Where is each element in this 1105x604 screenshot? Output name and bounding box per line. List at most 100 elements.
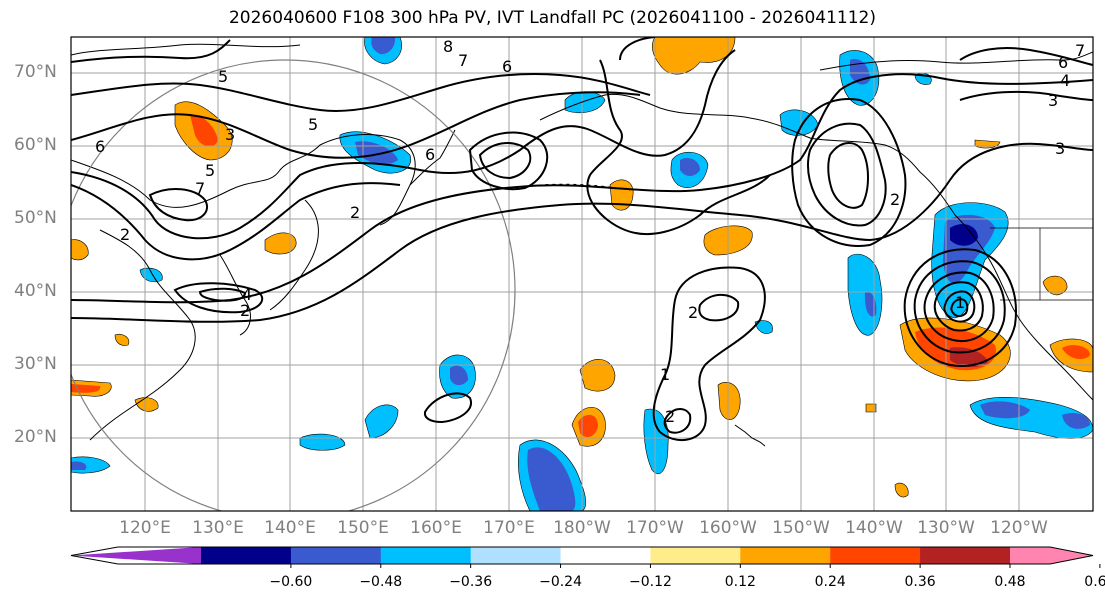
lat-label: 20°N xyxy=(14,427,57,447)
contour-line xyxy=(827,142,869,209)
anomaly-positive xyxy=(651,37,736,75)
coast-north-america xyxy=(954,214,1093,401)
anomaly-negative-core xyxy=(527,447,576,511)
anomaly-negative xyxy=(643,408,669,475)
map-title: 2026040600 F108 300 hPa PV, IVT Landfall… xyxy=(228,8,876,28)
contour-line xyxy=(663,408,692,434)
lon-label: 170°E xyxy=(483,518,535,538)
graticule xyxy=(71,37,1093,511)
lon-label: 140°W xyxy=(845,518,903,538)
colorbar-tick-label: −0.12 xyxy=(628,574,672,590)
contour-label: 6 xyxy=(502,57,512,76)
contour-label: 2 xyxy=(688,303,698,322)
contour-label: 3 xyxy=(225,125,235,144)
lon-label: 170°W xyxy=(626,518,684,538)
anomaly-positive xyxy=(114,333,130,346)
contour-line xyxy=(806,122,887,227)
contour-line xyxy=(923,271,995,342)
contour-line xyxy=(173,282,264,314)
coast-china xyxy=(89,229,196,441)
contour-label: 2 xyxy=(240,301,250,320)
border-us xyxy=(990,227,1093,301)
lat-label: 40°N xyxy=(14,281,57,301)
colorbar-tick-label: −0.24 xyxy=(539,574,582,590)
contour-label: 6 xyxy=(425,145,435,164)
lat-label: 50°N xyxy=(14,208,57,228)
anomaly-positive xyxy=(974,139,1001,149)
anomaly-positive xyxy=(717,382,741,420)
contour-line xyxy=(959,47,1093,101)
contour-line xyxy=(71,91,641,159)
contour-label: 5 xyxy=(205,161,215,180)
contour-line xyxy=(71,39,231,63)
lat-label: 30°N xyxy=(14,354,57,374)
anomaly-positive xyxy=(579,359,616,392)
anomaly-negative-core xyxy=(680,158,700,176)
contour-label: 4 xyxy=(1060,71,1070,90)
anomaly-negative-core xyxy=(450,365,468,386)
anomaly-negative-strong xyxy=(950,224,978,246)
colorbar-segment xyxy=(650,547,741,564)
contour-label: 6 xyxy=(1058,53,1068,72)
contour-line xyxy=(903,248,1017,367)
contour-line xyxy=(478,142,532,180)
contour-label: 1 xyxy=(660,365,670,384)
contour-line xyxy=(148,188,208,222)
lon-label: 130°E xyxy=(192,518,244,538)
contour-line xyxy=(71,142,1093,323)
contour-line xyxy=(198,287,247,302)
colorbar-segment xyxy=(201,547,292,564)
contour-label: 5 xyxy=(218,67,228,86)
contour-line xyxy=(913,260,1006,354)
region-circle xyxy=(71,59,516,511)
contour-label: 7 xyxy=(458,51,468,70)
anomaly-negative-core xyxy=(71,461,87,470)
coast-kamchatka xyxy=(409,129,456,186)
contour-label: 2 xyxy=(350,203,360,222)
contour-label: 7 xyxy=(1075,41,1085,60)
colorbar-segment xyxy=(290,547,382,564)
map-frame xyxy=(70,36,1094,512)
anomaly-negative xyxy=(139,267,163,283)
anomaly-negative-core xyxy=(371,37,396,55)
colorbar-tick-label: −0.48 xyxy=(359,574,403,590)
contour-line xyxy=(791,98,907,247)
colorbar-tick-label: 0.60 xyxy=(1084,574,1105,590)
lon-label: 150°W xyxy=(772,518,830,538)
colorbar-tick-label: 0.24 xyxy=(814,574,846,590)
lat-label: 70°N xyxy=(14,62,57,82)
coast-asia xyxy=(71,134,416,226)
lat-label: 60°N xyxy=(14,135,57,155)
colorbar-tick-label: −0.36 xyxy=(449,574,493,590)
contour-line xyxy=(933,281,984,332)
anomaly-negative-core xyxy=(980,401,1030,419)
contour-label: 2 xyxy=(890,190,900,209)
contour-label: 3 xyxy=(1055,139,1065,158)
contour-label: 7 xyxy=(195,179,205,198)
colorbar-segment xyxy=(920,547,1011,564)
anomaly-negative xyxy=(564,91,606,113)
colorbar-tick-label: 0.48 xyxy=(994,574,1026,590)
pv-contours xyxy=(71,37,1093,441)
anomaly-positive xyxy=(134,397,159,412)
contour-line xyxy=(71,182,401,261)
coast-korea xyxy=(219,254,251,336)
anomaly-negative xyxy=(299,433,346,451)
anomaly-negative xyxy=(754,320,773,334)
coast-japan xyxy=(269,199,319,311)
colorbar-segment xyxy=(560,547,651,564)
lon-label: 150°E xyxy=(337,518,389,538)
colorbar-segment xyxy=(470,547,562,564)
contour-label: 4 xyxy=(242,285,252,304)
anomaly-positive-core xyxy=(1062,345,1090,360)
contour-line xyxy=(943,290,976,323)
contour-label: 2 xyxy=(665,407,675,426)
colorbar-segment xyxy=(200,547,201,564)
lon-label: 160°W xyxy=(699,518,757,538)
contour-label: 5 xyxy=(308,115,318,134)
colorbar-tick-label: −0.60 xyxy=(269,574,313,590)
anomaly-positive xyxy=(894,482,909,498)
anomaly-positive-core xyxy=(190,114,218,147)
contour-line xyxy=(423,392,472,424)
